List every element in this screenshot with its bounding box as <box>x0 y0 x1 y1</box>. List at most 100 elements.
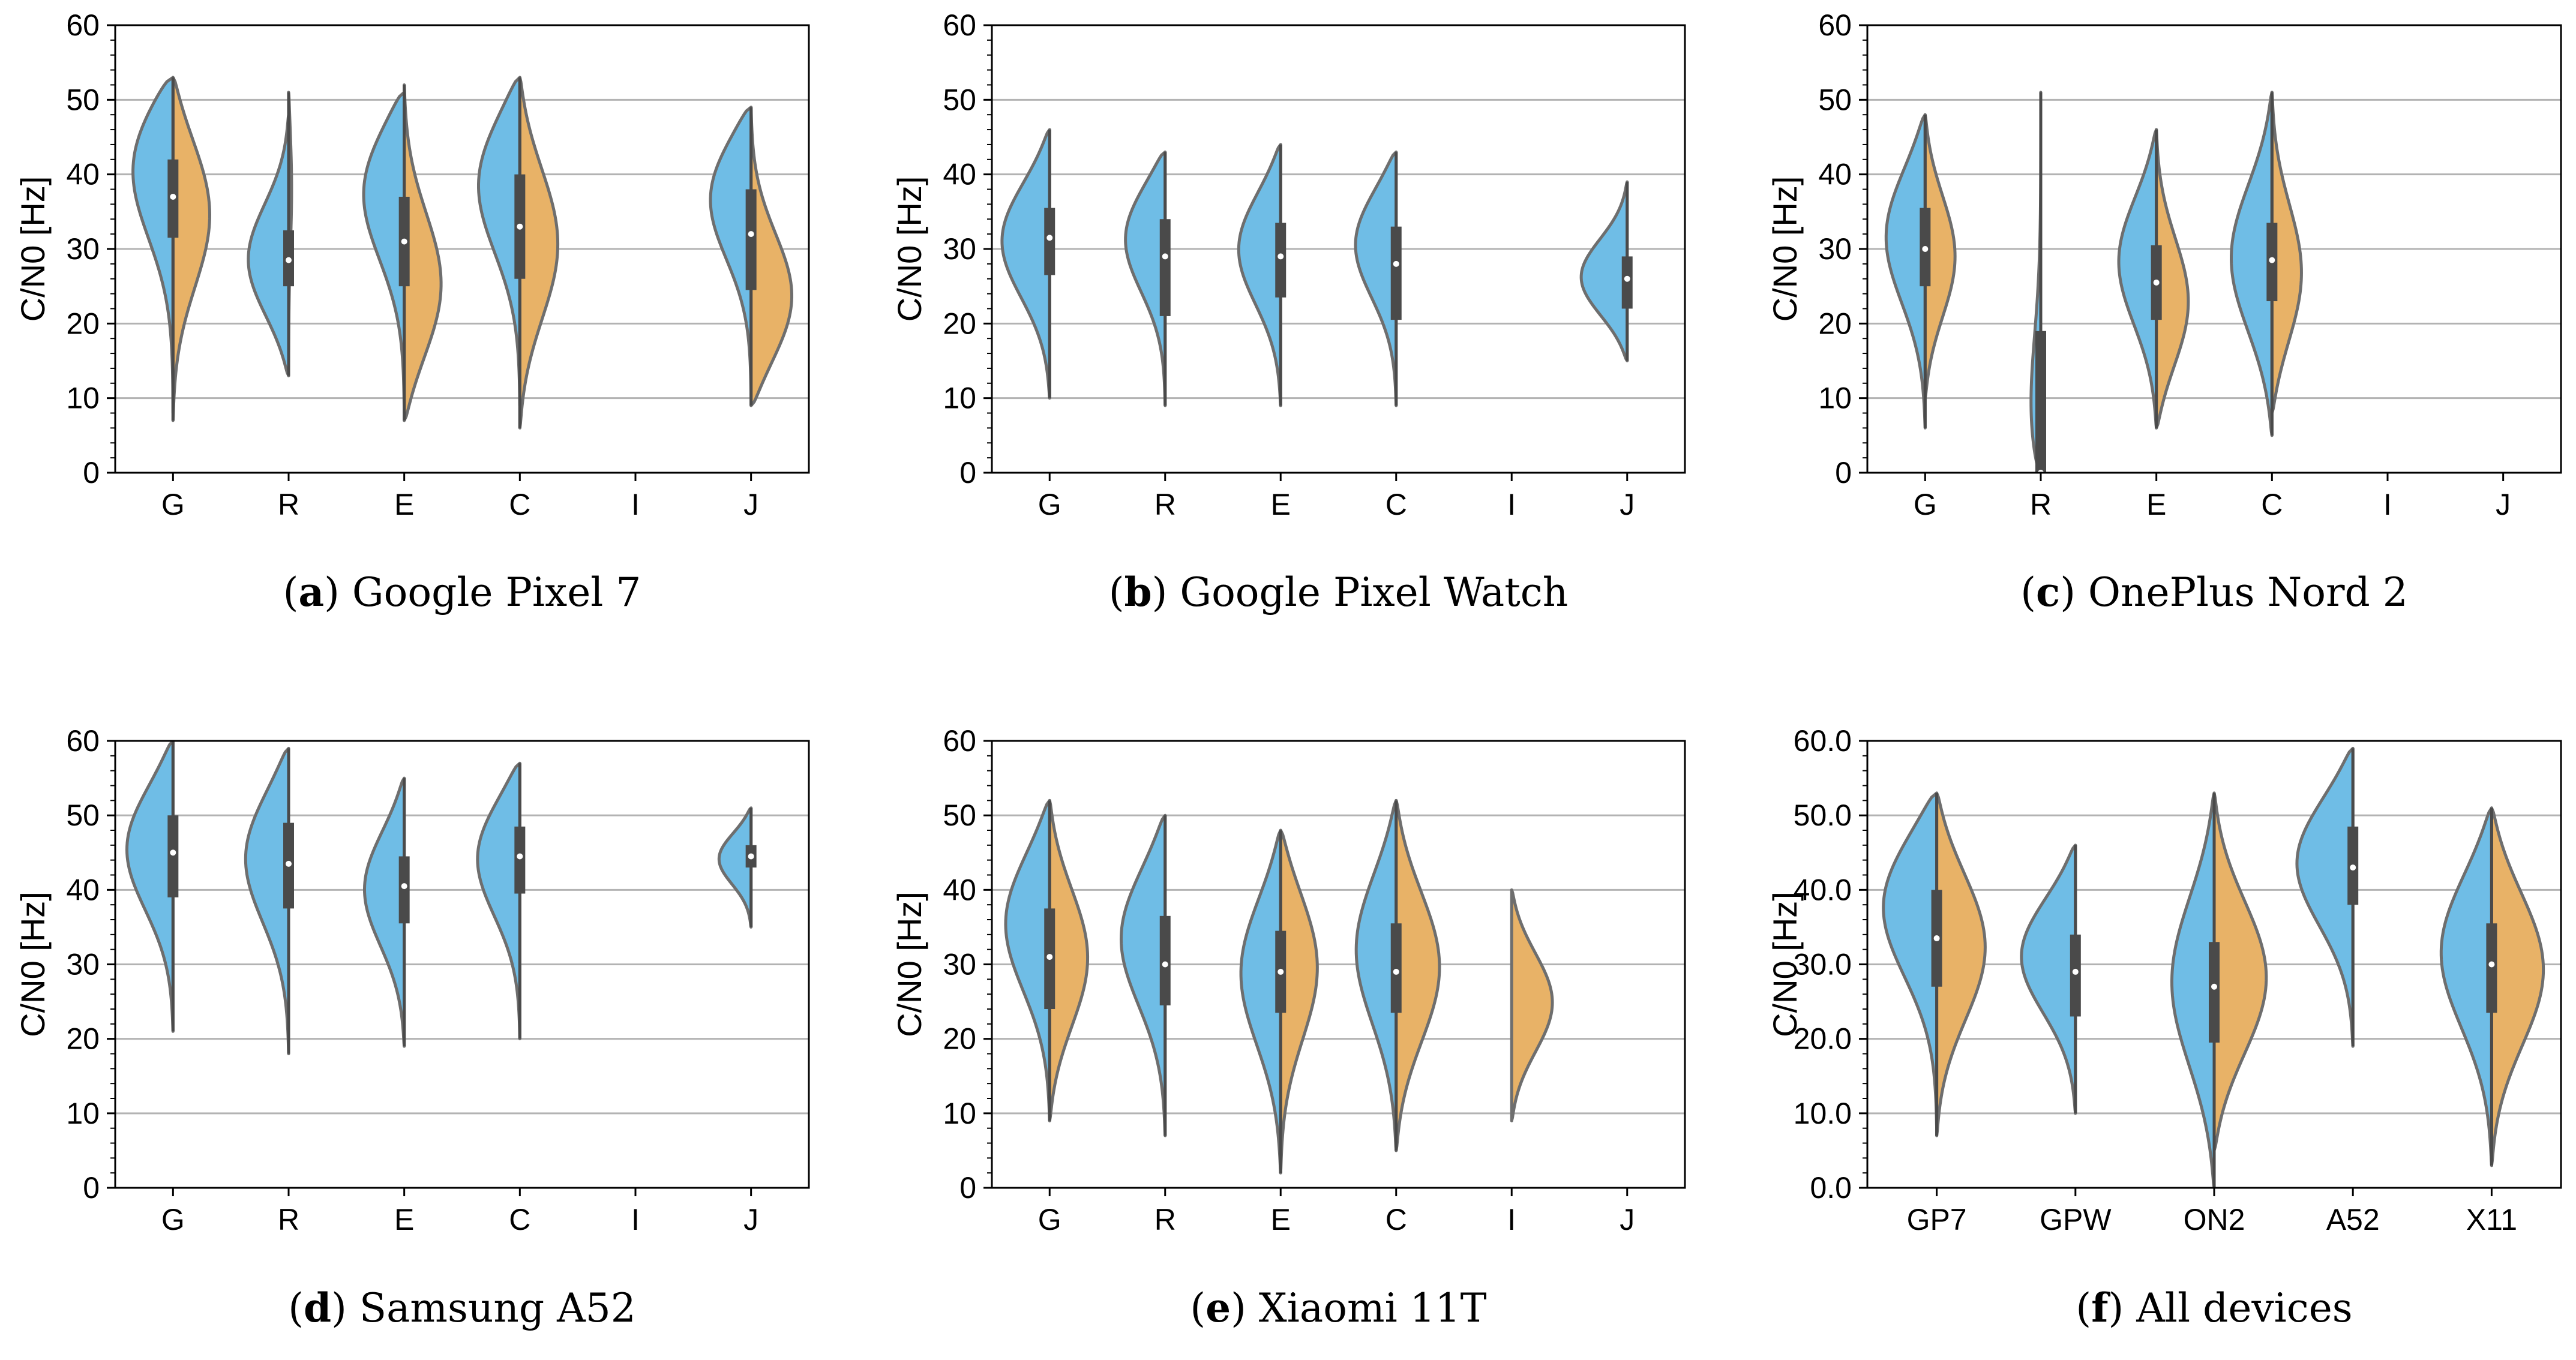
y-tick-label: 20 <box>943 1022 976 1056</box>
violin-half-J-L1 <box>709 106 753 400</box>
violin-half-GP7-L5 <box>1935 791 1987 1137</box>
median-dot <box>401 883 407 890</box>
violin-half-ON2-L5 <box>2212 791 2268 1152</box>
violin-half-G-L5 <box>1048 798 1090 1122</box>
x-tick-label: R <box>278 488 299 521</box>
x-tick-label: GP7 <box>1907 1203 1967 1236</box>
panel-b: 0 10 20 30 40 50 60 G R E C I J C/N0 [Hz] (b) Google P… <box>890 8 1686 616</box>
violin-half-G-L1 <box>131 76 175 415</box>
y-tick-label: 40 <box>66 158 100 191</box>
median-dot <box>401 238 407 245</box>
x-tick-label: C <box>1386 488 1407 521</box>
violin-half-A52-L1 <box>2295 746 2355 1048</box>
x-tick-label: A52 <box>2326 1203 2380 1236</box>
x-tick-label: C <box>1386 1203 1407 1236</box>
x-tick-label: C <box>509 1203 530 1236</box>
panel-caption: (e) Xiaomi 11T <box>1190 1284 1486 1331</box>
median-dot <box>2211 983 2217 990</box>
violin-half-E-L5 <box>2155 128 2190 430</box>
median-dot <box>1624 275 1630 282</box>
violins <box>125 741 757 1055</box>
violin-half-G-L1 <box>125 741 175 1033</box>
iqr-box <box>1159 219 1171 316</box>
violin-half-E-L5 <box>403 83 443 422</box>
median-dot <box>1277 968 1284 975</box>
panel-letter: a <box>298 569 324 616</box>
violin-half-J-L1 <box>717 806 753 929</box>
y-tick-label: 40 <box>1818 158 1852 191</box>
median-dot <box>1162 253 1168 260</box>
y-tick-label: 60 <box>943 724 976 758</box>
violin-half-R-L1 <box>244 746 290 1055</box>
median-dot <box>1393 260 1399 267</box>
x-tick-label: J <box>2496 488 2511 521</box>
y-tick-label: 60 <box>1818 8 1852 42</box>
median-dot <box>1933 935 1940 942</box>
iqr-box <box>1390 226 1402 320</box>
y-tick-label: 0.0 <box>1810 1171 1852 1205</box>
axes-frame <box>114 24 810 474</box>
y-tick-label: 10 <box>943 382 976 415</box>
median-dot <box>286 257 292 263</box>
violin-half-E-L1 <box>362 776 406 1048</box>
panel-letter: e <box>1205 1284 1231 1331</box>
iqr-box <box>1275 223 1286 298</box>
y-tick-label: 20 <box>1818 307 1852 340</box>
violin-half-E-L1 <box>1237 143 1282 407</box>
violin-half-C-L5 <box>518 76 560 430</box>
x-tick-label: G <box>161 1203 185 1236</box>
y-tick-label: 10 <box>66 382 100 415</box>
y-axis-label: C/N0 [Hz] <box>14 891 52 1037</box>
median-dot <box>517 223 523 230</box>
violin-half-R-L1 <box>247 113 290 377</box>
median-dot <box>748 853 754 860</box>
iqr-box <box>745 189 757 290</box>
axes-frame <box>991 740 1686 1189</box>
median-dot <box>1046 954 1053 960</box>
median-dot <box>1393 968 1399 975</box>
iqr-box <box>2070 934 2081 1017</box>
x-tick-label: I <box>2383 488 2392 521</box>
violin-half-X11-L5 <box>2490 806 2545 1167</box>
y-tick-label: 0 <box>83 456 100 490</box>
median-dot <box>748 231 754 238</box>
y-tick-label: 0 <box>959 456 976 490</box>
violins <box>1884 91 2303 473</box>
median-dot <box>2072 968 2079 975</box>
x-tick-label: R <box>2030 488 2052 521</box>
median-dot <box>2350 864 2356 871</box>
violin-half-G-L5 <box>1923 113 1957 400</box>
iqr-box <box>514 826 526 894</box>
axes-frame <box>991 24 1686 474</box>
y-axis-label: C/N0 [Hz] <box>890 176 928 322</box>
violin-half-I-L5 <box>1510 888 1554 1122</box>
violin-half-C-L5 <box>1395 798 1441 1152</box>
y-tick-label: 10.0 <box>1794 1097 1852 1130</box>
y-tick-label: 40.0 <box>1794 873 1852 906</box>
y-axis-label: C/N0 [Hz] <box>1766 176 1804 322</box>
x-tick-label: J <box>1620 1203 1635 1236</box>
y-tick-label: 50 <box>66 83 100 116</box>
y-axis-label: C/N0 [Hz] <box>890 891 928 1037</box>
x-tick-label: X11 <box>2466 1203 2517 1236</box>
median-dot <box>170 193 176 200</box>
y-tick-label: 60.0 <box>1794 724 1852 758</box>
iqr-box <box>2209 942 2220 1043</box>
panel-e: 0 10 20 30 40 50 60 G R E C I J C/N0 [Hz] (e) Xiaomi 1… <box>890 724 1686 1331</box>
iqr-box <box>1621 256 1633 309</box>
violin-half-GP7-L1 <box>1882 791 1939 1130</box>
y-tick-label: 10 <box>1818 382 1852 415</box>
y-tick-label: 10 <box>66 1097 100 1130</box>
panel-f: 0.0 10.0 20.0 30.0 40.0 50.0 60.0 GP7 GPW ON2 A52 X… <box>1766 724 2562 1331</box>
violin-half-G-L5 <box>171 76 211 422</box>
violin-half-C-L1 <box>477 76 521 407</box>
violin-half-GPW-L1 <box>2020 843 2077 1115</box>
x-tick-label: G <box>1914 488 1937 521</box>
x-tick-label: I <box>1507 488 1516 521</box>
y-tick-label: 0 <box>959 1171 976 1205</box>
x-tick-label: J <box>743 488 758 521</box>
iqr-box <box>167 815 179 897</box>
x-tick-label: R <box>278 1203 299 1236</box>
x-tick-label: GPW <box>2040 1203 2112 1236</box>
violin-half-C-L1 <box>476 761 521 1041</box>
